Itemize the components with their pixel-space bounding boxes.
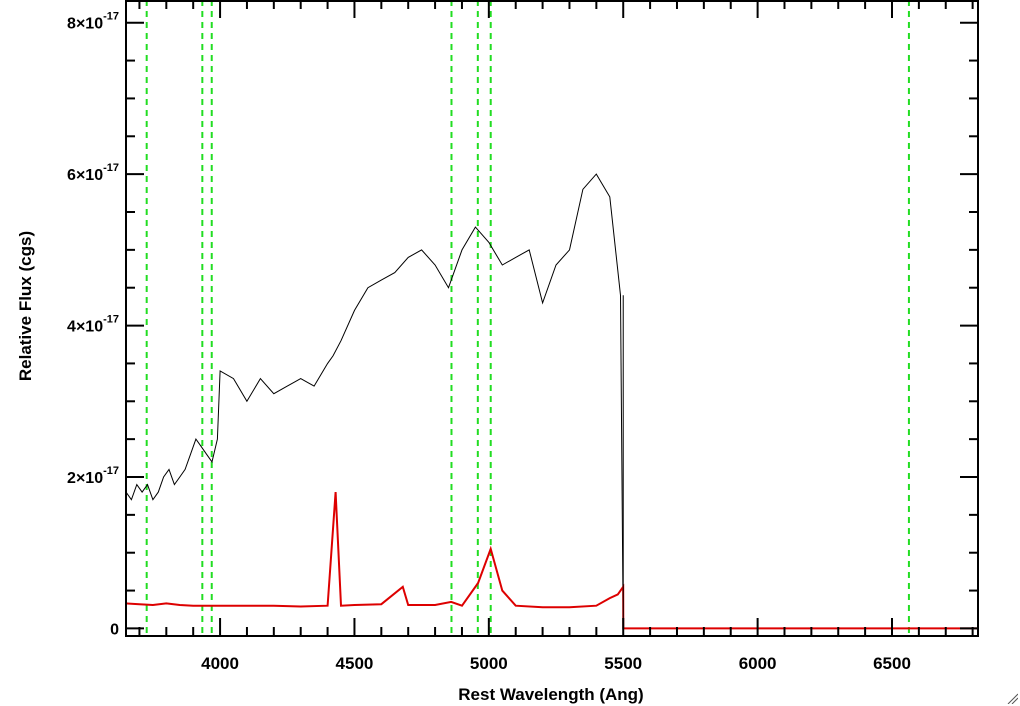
resize-grip-icon[interactable] — [1006, 692, 1018, 704]
y-tick-label: 6×10-17 — [67, 162, 119, 184]
axis-ticks — [126, 0, 978, 636]
x-tick-label: 6000 — [739, 654, 777, 673]
x-tick-label: 5000 — [470, 654, 508, 673]
x-tick-label: 4000 — [201, 654, 239, 673]
y-tick-label: 2×10-17 — [67, 465, 119, 487]
series-layer — [125, 173, 978, 636]
x-tick-label: 4500 — [336, 654, 374, 673]
y-axis-label: Relative Flux (cgs) — [16, 231, 35, 381]
series-line-1 — [125, 492, 978, 630]
y-tick-label: 4×10-17 — [67, 314, 119, 336]
x-axis-label: Rest Wavelength (Ang) — [458, 685, 643, 704]
y-tick-label: 0 — [110, 621, 119, 638]
x-tick-labels: 4000 4500 5000 5500 6000 6500 — [201, 654, 911, 673]
x-tick-label: 6500 — [873, 654, 911, 673]
y-tick-labels: 0 2×10-17 4×10-17 6×10-17 8×10-17 — [67, 11, 119, 639]
series-line-0 — [125, 173, 624, 629]
reference-lines — [145, 0, 910, 636]
plot-frame — [125, 0, 979, 637]
y-tick-label: 8×10-17 — [67, 11, 119, 33]
x-tick-label: 5500 — [604, 654, 642, 673]
